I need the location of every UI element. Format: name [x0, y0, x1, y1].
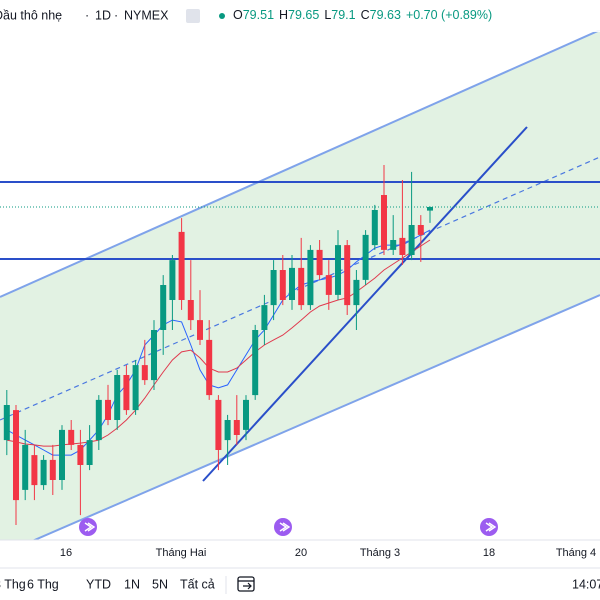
plot: [0, 165, 600, 525]
x-tick-label: 20: [295, 547, 307, 559]
candle-body: [243, 399, 249, 430]
bottom-toolbar: 3 Thg 6 Thg YTD 1N 5N Tất cả 14:07: [0, 576, 600, 594]
time-axis: 16 Tháng Hai 20 Tháng 3 18 Tháng 4: [60, 547, 596, 559]
clock: 14:07: [572, 577, 600, 591]
candle-body: [77, 444, 84, 465]
candle-body: [49, 459, 56, 480]
change: +0.70 (+0.89%): [406, 8, 492, 22]
candle-body: [206, 339, 213, 396]
candle-body: [399, 237, 406, 255]
ohlc-value: 79.63: [370, 8, 401, 22]
candle-body: [381, 195, 387, 250]
ohlc-label: H: [279, 8, 288, 22]
ohlc-value: 79.51: [243, 8, 274, 22]
candle-body: [362, 234, 369, 280]
range-button[interactable]: 5N: [152, 577, 168, 591]
candle-body: [105, 399, 111, 420]
candle-body: [261, 305, 268, 330]
candle-body: [68, 429, 75, 445]
candle-body: [151, 330, 157, 381]
candle-body: [252, 330, 259, 396]
candle-body: [95, 399, 102, 441]
channel-upper: [0, 30, 600, 298]
trend-line: [202, 126, 528, 482]
candle-body: [197, 320, 203, 340]
interval[interactable]: 1D: [95, 8, 111, 22]
candle-body: [132, 365, 139, 411]
ma-line: [6, 229, 431, 456]
candle-body: [344, 245, 351, 306]
x-tick-label: Tháng 4: [556, 547, 596, 559]
candle-body: [86, 440, 93, 465]
candle-body: [371, 210, 378, 246]
legend-header: Dầu thô nhẹ · 1D · NYMEX O79.51 H79.65 L79…: [0, 8, 492, 23]
candle-body: [417, 225, 424, 235]
event-icons: [79, 518, 498, 536]
candle-body: [22, 444, 29, 490]
candle-body: [298, 267, 305, 306]
x-tick-label: Tháng 3: [360, 547, 400, 559]
event-icon[interactable]: [274, 518, 292, 536]
ma-line: [6, 239, 431, 447]
candle-body: [3, 405, 10, 441]
candle-body: [160, 285, 167, 330]
candle-body: [408, 225, 415, 255]
ohlc-label: L: [324, 8, 331, 22]
candle-body: [224, 420, 231, 441]
ohlc-value: 79.65: [288, 8, 319, 22]
symbol[interactable]: Dầu thô nhẹ: [0, 8, 62, 22]
candle-body: [59, 429, 65, 480]
header-bg: [0, 0, 600, 32]
candle-body: [279, 270, 286, 300]
range-button[interactable]: Tất cả: [180, 577, 215, 591]
candle-body: [390, 240, 397, 250]
event-icon[interactable]: [480, 518, 498, 536]
ohlc-value: 79.1: [331, 8, 355, 22]
market-status: [219, 13, 225, 19]
candle-body: [307, 249, 314, 306]
x-tick-label: 16: [60, 547, 72, 559]
candle-body: [353, 279, 360, 306]
candle-body: [270, 270, 277, 306]
candle-body: [31, 455, 38, 486]
range-button[interactable]: 3 Thg: [0, 577, 26, 591]
ohlc-label: C: [361, 8, 370, 22]
candle-body: [215, 399, 222, 450]
ohlc-label: O: [233, 8, 243, 22]
range-button[interactable]: 1N: [124, 577, 140, 591]
candle-body: [13, 410, 19, 501]
candle-body: [233, 420, 240, 435]
date-range-icon[interactable]: [237, 576, 255, 592]
candle-body: [335, 245, 341, 295]
candle-body: [114, 375, 121, 420]
candle-body: [169, 260, 176, 300]
candle-body: [289, 267, 295, 300]
candle-body: [187, 300, 194, 321]
range-button[interactable]: 6 Thg: [27, 577, 59, 591]
event-icon[interactable]: [79, 518, 97, 536]
channel-lower: [32, 294, 600, 540]
ohlc-values: O79.51 H79.65 L79.1 C79.63 +0.70 (+0.89%): [233, 8, 492, 22]
range-button[interactable]: YTD: [86, 577, 111, 591]
separator: ·: [85, 8, 89, 22]
candle-body: [40, 459, 47, 486]
flag-icon[interactable]: [186, 9, 200, 23]
candle-body: [325, 275, 332, 295]
candle-body: [123, 375, 130, 411]
x-tick-label: Tháng Hai: [156, 547, 207, 559]
candle-body: [316, 249, 323, 276]
candle-body: [141, 365, 148, 381]
candle-body: [427, 207, 433, 211]
x-tick-label: 18: [483, 547, 495, 559]
separator: ·: [114, 8, 118, 22]
exchange: NYMEX: [124, 8, 169, 22]
candle-body: [178, 231, 185, 300]
